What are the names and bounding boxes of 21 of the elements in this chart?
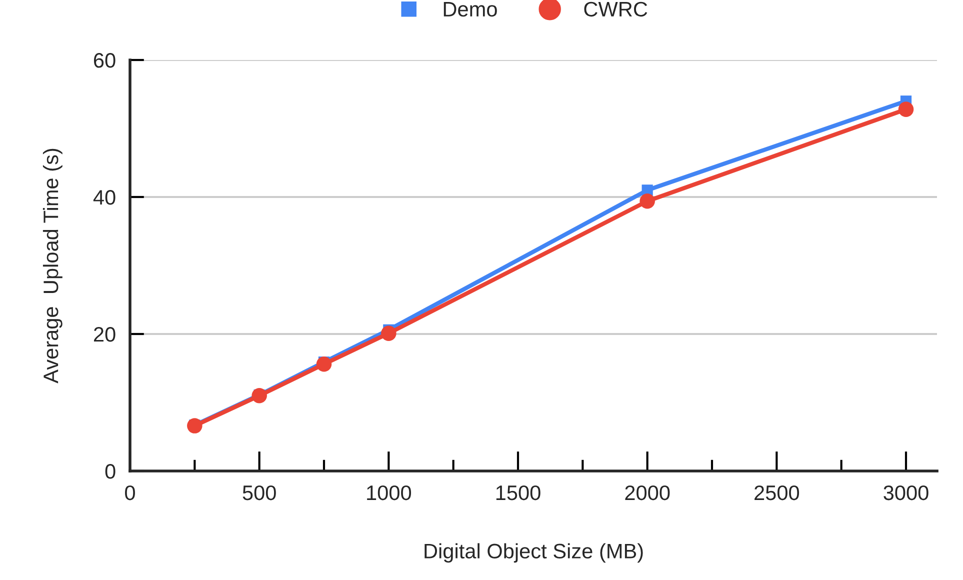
x-axis-title: Digital Object Size (MB) [424, 543, 643, 563]
y-tick-label: 40 [93, 190, 116, 205]
point [640, 193, 655, 209]
point [187, 418, 202, 434]
y-tick-label: 0 [105, 464, 116, 479]
x-tick-label: 0 [125, 485, 135, 500]
point [898, 102, 914, 117]
point [381, 326, 396, 341]
point [252, 388, 267, 404]
x-tick-label: 1000 [367, 485, 412, 500]
x-tick-label: 1500 [496, 485, 540, 500]
x-tick-label: 500 [242, 485, 276, 500]
point [316, 356, 332, 372]
legend-label: Demo [444, 2, 497, 17]
x-tick-label: 3000 [884, 485, 928, 500]
y-tick-label: 60 [94, 53, 116, 68]
y-axis-title: Average Upload Time (s) [42, 148, 62, 384]
x-tick-label: 2500 [754, 485, 800, 500]
legend-label: CWRC [584, 2, 648, 17]
y-tick-label: 20 [94, 327, 116, 342]
x-tick-label: 2000 [625, 485, 670, 500]
